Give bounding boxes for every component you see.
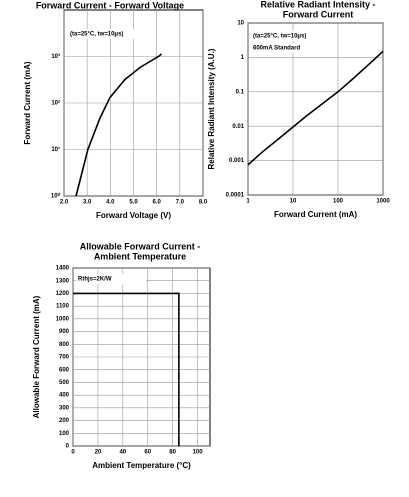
annotation-box <box>76 274 146 284</box>
annotation: (ta=25°C, tw=10μs) <box>70 32 123 38</box>
chart-title: Forward Current <box>283 9 354 19</box>
y-tick-label: 900 <box>59 329 70 335</box>
x-tick-label: 1000 <box>376 199 390 205</box>
annotation-box <box>251 31 321 41</box>
y-tick-label: 10¹ <box>51 146 60 153</box>
y-tick-label: 0.1 <box>236 89 245 95</box>
x-axis-label: Forward Voltage (V) <box>96 211 171 220</box>
y-axis-label: Forward Current (mA) <box>23 61 32 144</box>
y-tick-label: 700 <box>59 355 70 361</box>
x-axis-label: Ambient Temperature (°C) <box>92 461 191 470</box>
y-tick-label: 0.0001 <box>226 193 245 199</box>
y-tick-label: 800 <box>59 342 70 348</box>
y-axis-label: Relative Radiant Intensity (A.U.) <box>207 48 216 169</box>
y-tick-label: 10² <box>51 100 60 107</box>
y-tick-label: 600 <box>59 367 70 373</box>
x-tick-label: 80 <box>169 450 176 456</box>
y-tick-label: 1400 <box>56 266 70 272</box>
y-tick-label: 300 <box>59 405 70 411</box>
chart-title: Allowable Forward Current - <box>80 241 201 251</box>
x-tick-label: 1 <box>246 199 250 205</box>
x-tick-label: 8.0 <box>199 200 208 206</box>
annotation-box <box>251 43 321 53</box>
y-tick-label: 0.01 <box>232 124 244 130</box>
y-tick-label: 1200 <box>56 291 70 297</box>
y-tick-label: 400 <box>59 393 70 399</box>
x-tick-label: 2.0 <box>60 200 69 206</box>
data-line <box>73 292 180 446</box>
annotation-box <box>68 29 138 39</box>
chart-title: Ambient Temperature <box>94 251 186 261</box>
annotation: Rthjs=2K/W <box>78 277 112 283</box>
y-tick-label: 1000 <box>56 316 70 322</box>
data-line <box>75 53 162 197</box>
annotation: 600mA Standard <box>253 46 300 52</box>
y-tick-label: 500 <box>59 380 70 386</box>
x-tick-label: 0 <box>71 450 75 456</box>
x-tick-label: 3.0 <box>83 200 92 206</box>
y-axis-label: Allowable Forward Current (mA) <box>32 295 41 418</box>
x-tick-label: 4.0 <box>106 200 115 206</box>
y-tick-label: 10 <box>237 21 244 27</box>
y-tick-label: 1 <box>241 55 245 61</box>
x-axis-label: Forward Current (mA) <box>274 210 357 219</box>
x-tick-label: 5.0 <box>129 200 138 206</box>
x-tick-label: 20 <box>95 450 102 456</box>
data-line <box>247 50 384 166</box>
y-tick-label: 10⁰ <box>51 193 61 200</box>
chart-title: Forward Current - Forward Voltage <box>36 0 184 10</box>
x-tick-label: 10 <box>290 199 297 205</box>
x-tick-label: 100 <box>333 199 344 205</box>
chart-title: Relative Radiant Intensity - <box>260 0 375 9</box>
x-tick-label: 100 <box>193 450 204 456</box>
y-tick-label: 10³ <box>51 53 60 60</box>
y-tick-label: 1300 <box>56 278 70 284</box>
y-tick-label: 100 <box>59 431 70 437</box>
x-tick-label: 6.0 <box>152 200 161 206</box>
x-tick-label: 7.0 <box>176 200 185 206</box>
x-tick-label: 40 <box>119 450 126 456</box>
y-tick-label: 0.001 <box>229 158 245 164</box>
y-tick-label: 1100 <box>56 304 70 310</box>
x-tick-label: 60 <box>144 450 151 456</box>
y-tick-label: 0 <box>66 444 70 450</box>
annotation: (ta=25°C, tw=10μs) <box>253 34 306 40</box>
y-tick-label: 200 <box>59 418 70 424</box>
